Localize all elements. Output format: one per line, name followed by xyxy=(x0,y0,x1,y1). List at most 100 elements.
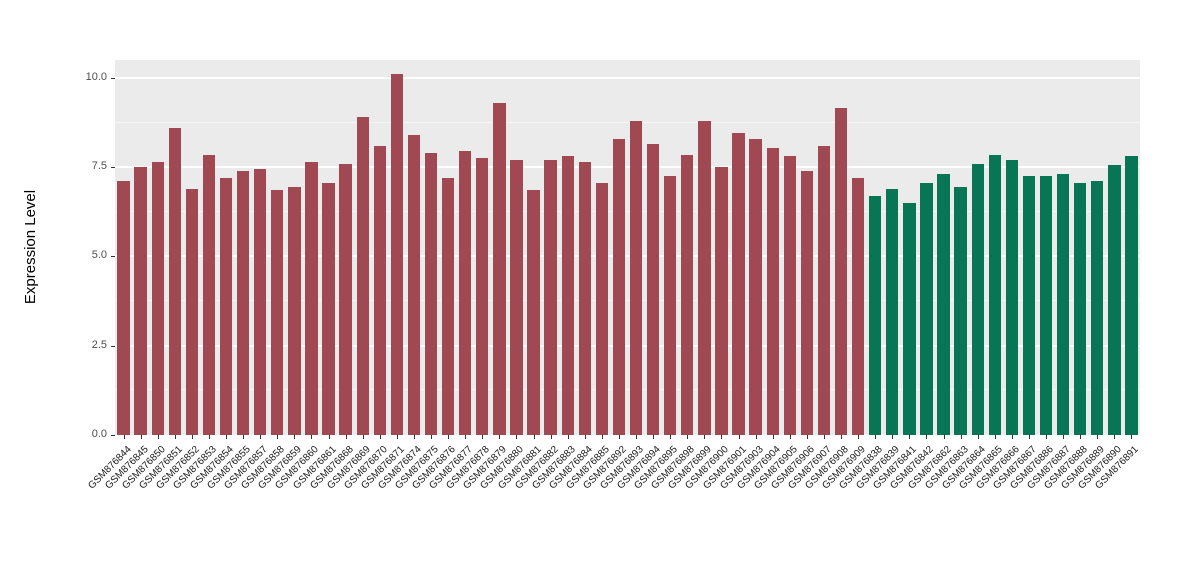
x-tick-mark xyxy=(1011,435,1013,439)
bar xyxy=(356,117,369,435)
bar xyxy=(561,156,574,435)
bar xyxy=(851,177,865,435)
x-tick-mark xyxy=(772,435,774,439)
x-tick-mark xyxy=(1046,435,1048,439)
bar xyxy=(134,167,147,435)
y-tick-label: 0.0 xyxy=(91,428,107,440)
x-tick-mark xyxy=(721,435,723,439)
bar xyxy=(476,158,489,435)
x-tick-mark xyxy=(653,435,655,439)
bar xyxy=(732,133,745,435)
x-tick-mark xyxy=(755,435,757,439)
x-tick-mark xyxy=(806,435,808,439)
x-tick-mark xyxy=(1080,435,1082,439)
y-axis-title: Expression Level xyxy=(22,189,39,305)
bar xyxy=(1125,156,1138,435)
x-tick-mark xyxy=(567,435,569,439)
x-tick-mark xyxy=(328,435,330,439)
bar xyxy=(869,195,882,435)
bar xyxy=(886,188,899,435)
x-tick-mark xyxy=(277,435,279,439)
bar xyxy=(373,145,386,435)
minor-gridline xyxy=(115,389,1140,391)
x-tick-mark xyxy=(994,435,996,439)
x-tick-mark xyxy=(618,435,620,439)
bar xyxy=(578,161,591,435)
bar xyxy=(1039,176,1053,435)
x-tick-mark xyxy=(789,435,791,439)
x-tick-mark xyxy=(550,435,552,439)
bar xyxy=(1056,174,1070,435)
major-gridline xyxy=(115,76,1140,79)
x-tick-mark xyxy=(345,435,347,439)
bar xyxy=(493,102,506,435)
bar xyxy=(424,152,438,435)
x-tick-mark xyxy=(294,435,296,439)
y-tick-label: 7.5 xyxy=(91,160,107,173)
x-tick-mark xyxy=(260,435,262,439)
x-tick-mark xyxy=(311,435,313,439)
bar xyxy=(988,154,1001,435)
y-tick-mark xyxy=(111,345,115,347)
bar xyxy=(407,135,421,435)
bar xyxy=(322,183,335,435)
x-tick-mark xyxy=(448,435,450,439)
x-tick-mark xyxy=(909,435,911,439)
y-tick-label: 10.0 xyxy=(85,70,107,83)
bar xyxy=(937,174,950,435)
x-tick-mark xyxy=(841,435,843,439)
y-tick-mark xyxy=(111,435,115,436)
major-gridline xyxy=(115,166,1140,169)
bar xyxy=(1074,183,1087,435)
x-tick-mark xyxy=(516,435,518,439)
x-tick-mark xyxy=(191,435,193,439)
bar xyxy=(1108,165,1121,435)
x-tick-mark xyxy=(1028,435,1030,439)
bar xyxy=(544,160,557,435)
y-tick-label: 2.5 xyxy=(91,338,107,351)
bar xyxy=(783,156,796,435)
x-tick-mark xyxy=(533,435,535,439)
x-tick-mark xyxy=(413,435,415,439)
x-tick-mark xyxy=(396,435,398,439)
x-tick-mark xyxy=(960,435,962,439)
bar xyxy=(715,167,728,435)
y-tick-mark xyxy=(111,256,115,258)
bar xyxy=(817,145,831,435)
x-tick-mark xyxy=(1114,435,1116,439)
bar xyxy=(219,177,233,435)
x-tick-mark xyxy=(670,435,672,439)
x-tick-mark xyxy=(687,435,689,439)
x-tick-mark xyxy=(738,435,740,439)
x-tick-mark xyxy=(823,435,825,439)
x-tick-mark xyxy=(431,435,433,439)
bar xyxy=(168,127,181,435)
bar xyxy=(646,143,660,435)
bar xyxy=(254,168,267,435)
x-tick-mark xyxy=(875,435,877,439)
bar xyxy=(698,120,711,435)
minor-gridline xyxy=(115,210,1140,212)
y-tick-mark xyxy=(111,77,115,79)
x-tick-mark xyxy=(858,435,860,439)
bar xyxy=(1091,181,1104,435)
bar xyxy=(459,151,472,435)
x-tick-mark xyxy=(1097,435,1099,439)
x-tick-mark xyxy=(704,435,706,439)
bar xyxy=(527,190,540,435)
x-tick-mark xyxy=(123,435,125,439)
y-tick-mark xyxy=(111,167,115,169)
bar xyxy=(271,190,284,435)
minor-gridline xyxy=(115,121,1140,123)
major-gridline xyxy=(115,255,1140,258)
bar xyxy=(390,74,404,435)
major-gridline xyxy=(115,434,1140,436)
x-tick-mark xyxy=(943,435,945,439)
bar xyxy=(441,177,455,435)
bar xyxy=(510,160,523,435)
x-tick-mark xyxy=(174,435,176,439)
bar xyxy=(629,120,643,435)
bar xyxy=(920,183,933,435)
x-tick-mark xyxy=(226,435,228,439)
x-tick-mark xyxy=(140,435,142,439)
